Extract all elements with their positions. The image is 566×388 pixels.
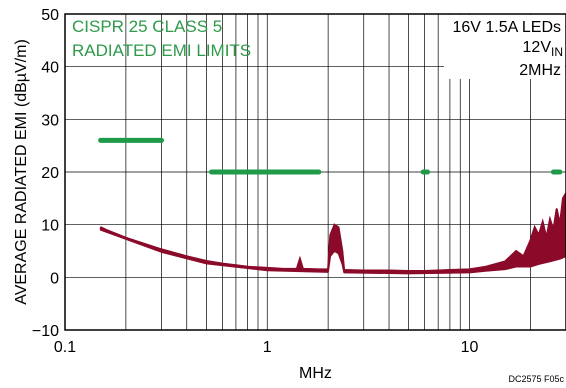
y-tick-label: 40 bbox=[41, 60, 59, 77]
x-tick-label: 10 bbox=[461, 339, 479, 356]
conditions-annotation-line-2: 12VIN bbox=[523, 39, 563, 59]
y-tick-label: 30 bbox=[41, 112, 59, 129]
limits-annotation-line-2: RADIATED EMI LIMITS bbox=[72, 41, 251, 60]
limits-annotation-line-1: CISPR 25 CLASS 5 bbox=[72, 17, 222, 36]
y-tick-label: 20 bbox=[41, 165, 59, 182]
y-tick-label: 50 bbox=[41, 7, 59, 24]
emi-peak-trace bbox=[100, 192, 566, 272]
vin-subscript: IN bbox=[551, 45, 563, 59]
y-tick-label: 0 bbox=[50, 270, 59, 287]
emi-envelope bbox=[99, 192, 566, 275]
annotation-right-background bbox=[444, 15, 565, 79]
x-tick-label: 1 bbox=[263, 339, 272, 356]
vin-main: 12V bbox=[523, 39, 552, 56]
x-axis-title: MHz bbox=[299, 365, 332, 382]
conditions-annotation-line-3: 2MHz bbox=[519, 62, 561, 79]
y-tick-label: 10 bbox=[41, 218, 59, 235]
x-tick-labels: 0.1 1 10 bbox=[54, 339, 479, 356]
conditions-annotation-line-1: 16V 1.5A LEDs bbox=[452, 19, 561, 36]
limit-lines bbox=[98, 137, 563, 175]
figure-id: DC2575 F05c bbox=[508, 374, 564, 384]
y-tick-label: −10 bbox=[32, 323, 59, 340]
x-tick-label: 0.1 bbox=[54, 339, 76, 356]
y-tick-labels: −10 0 10 20 30 40 50 bbox=[32, 7, 59, 340]
emi-traces bbox=[99, 192, 566, 275]
plot-frame bbox=[64, 13, 566, 331]
y-axis-title: AVERAGE RADIATED EMI (dBµV/m) bbox=[13, 39, 30, 305]
